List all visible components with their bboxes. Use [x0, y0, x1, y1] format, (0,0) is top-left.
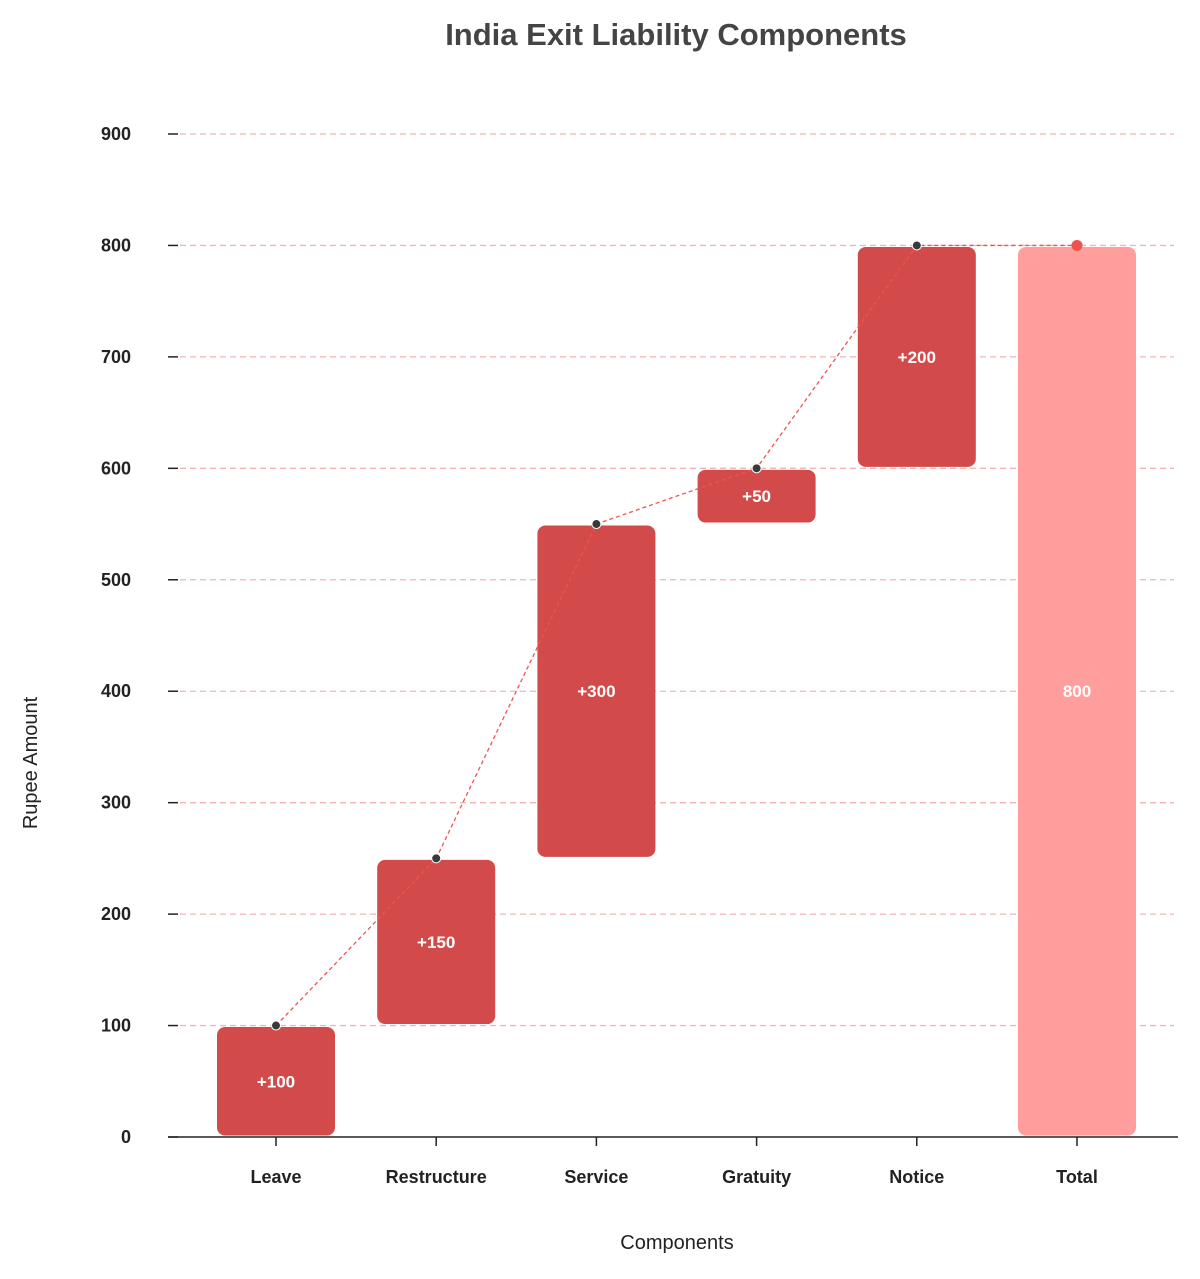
bar-gratuity [697, 469, 816, 523]
connector-point-service [591, 519, 602, 530]
y-tick-label-600: 600 [101, 458, 131, 478]
x-axis-title: Components [620, 1232, 733, 1254]
y-tick-label-900: 900 [101, 124, 131, 144]
bar-label-gratuity: +50 [742, 487, 771, 506]
x-tick-label-service: Service [564, 1167, 628, 1187]
x-tick-label-gratuity: Gratuity [722, 1167, 791, 1187]
connector-point-notice [911, 240, 922, 251]
bar-labels: +100 +150 +300 +50 +200 800 [257, 348, 1091, 1091]
bar-label-total: 800 [1063, 682, 1091, 701]
bar-leave [217, 1027, 335, 1136]
bar-label-restructure: +150 [417, 933, 455, 952]
bar-total [1018, 246, 1136, 1136]
x-tick-label-restructure: Restructure [386, 1167, 487, 1187]
connector-point-total [1071, 239, 1083, 251]
bar-notice [857, 246, 976, 467]
chart-title: India Exit Liability Components [445, 17, 907, 52]
y-tick-label-0: 0 [121, 1127, 131, 1147]
bar-label-notice: +200 [898, 348, 936, 367]
connector-lines [271, 239, 1083, 1031]
connector-point-gratuity [751, 463, 762, 474]
connector-point-restructure [431, 853, 442, 864]
x-tick-label-total: Total [1056, 1167, 1098, 1187]
y-tick-label-500: 500 [101, 570, 131, 590]
connector-path [275, 244, 1077, 1027]
bar-restructure [377, 859, 496, 1025]
y-tick-label-800: 800 [101, 235, 131, 255]
x-tick-label-leave: Leave [250, 1167, 301, 1187]
y-tick-label-300: 300 [101, 793, 131, 813]
y-tick-label-700: 700 [101, 347, 131, 367]
y-axis-title: Rupee Amount [20, 696, 42, 829]
grid-lines [180, 133, 1174, 1027]
y-tick-label-400: 400 [101, 681, 131, 701]
bar-label-leave: +100 [257, 1072, 295, 1091]
y-tick-label-100: 100 [101, 1016, 131, 1036]
bars [217, 246, 1136, 1136]
connector-point-leave [271, 1020, 281, 1031]
bar-service [537, 525, 656, 857]
y-tick-label-200: 200 [101, 904, 131, 924]
bar-label-service: +300 [577, 682, 615, 701]
y-axis-ticks: 0 100 200 300 400 500 600 700 800 900 [101, 124, 178, 1147]
x-tick-label-notice: Notice [889, 1167, 944, 1187]
x-axis-ticks: Leave Restructure Service Gratuity Notice Tot… [250, 1137, 1098, 1187]
